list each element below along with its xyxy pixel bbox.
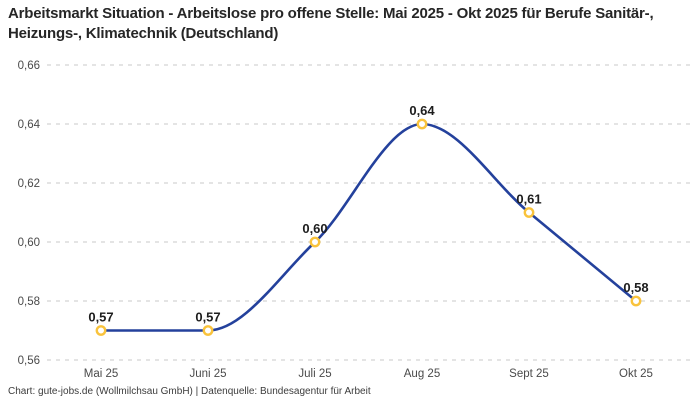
- x-axis-tick-label: Juni 25: [189, 368, 226, 380]
- data-point-marker: [309, 236, 321, 248]
- data-point-marker: [416, 118, 428, 130]
- y-axis-tick-label: 0,66: [18, 60, 40, 72]
- data-point-label: 0,64: [409, 103, 435, 118]
- y-axis-tick-label: 0,58: [18, 296, 40, 308]
- y-axis-tick-label: 0,56: [18, 355, 40, 367]
- x-axis-tick-label: Sept 25: [509, 368, 549, 380]
- data-point-marker: [202, 325, 214, 336]
- data-point-label: 0,61: [516, 192, 541, 207]
- series-line: [99, 122, 638, 332]
- line-chart: 0,66 0,64 0,62 0,60 0,58 0,56 Mai 25 Juni 25 Jul…: [18, 60, 694, 380]
- y-axis-tick-label: 0,62: [18, 178, 40, 190]
- x-axis-tick-label: Mai 25: [84, 368, 119, 380]
- x-axis-tick-label: Okt 25: [619, 368, 653, 380]
- chart-source-attribution: Chart: gute-jobs.de (Wollmilchsau GmbH) …: [8, 386, 371, 397]
- data-point-label: 0,58: [623, 280, 648, 295]
- y-axis-tick-label: 0,64: [18, 119, 41, 131]
- data-point-label: 0,57: [195, 310, 220, 325]
- data-point-marker: [523, 207, 535, 218]
- data-point-marker: [630, 295, 642, 307]
- x-axis-tick-label: Juli 25: [298, 368, 331, 380]
- data-point-marker: [95, 325, 107, 336]
- chart-title: Arbeitsmarkt Situation - Arbeitslose pro…: [8, 5, 654, 42]
- x-axis-tick-label: Aug 25: [404, 368, 440, 380]
- data-point-label: 0,57: [88, 310, 113, 325]
- data-point-label: 0,60: [302, 221, 327, 236]
- y-axis-tick-label: 0,60: [18, 237, 40, 249]
